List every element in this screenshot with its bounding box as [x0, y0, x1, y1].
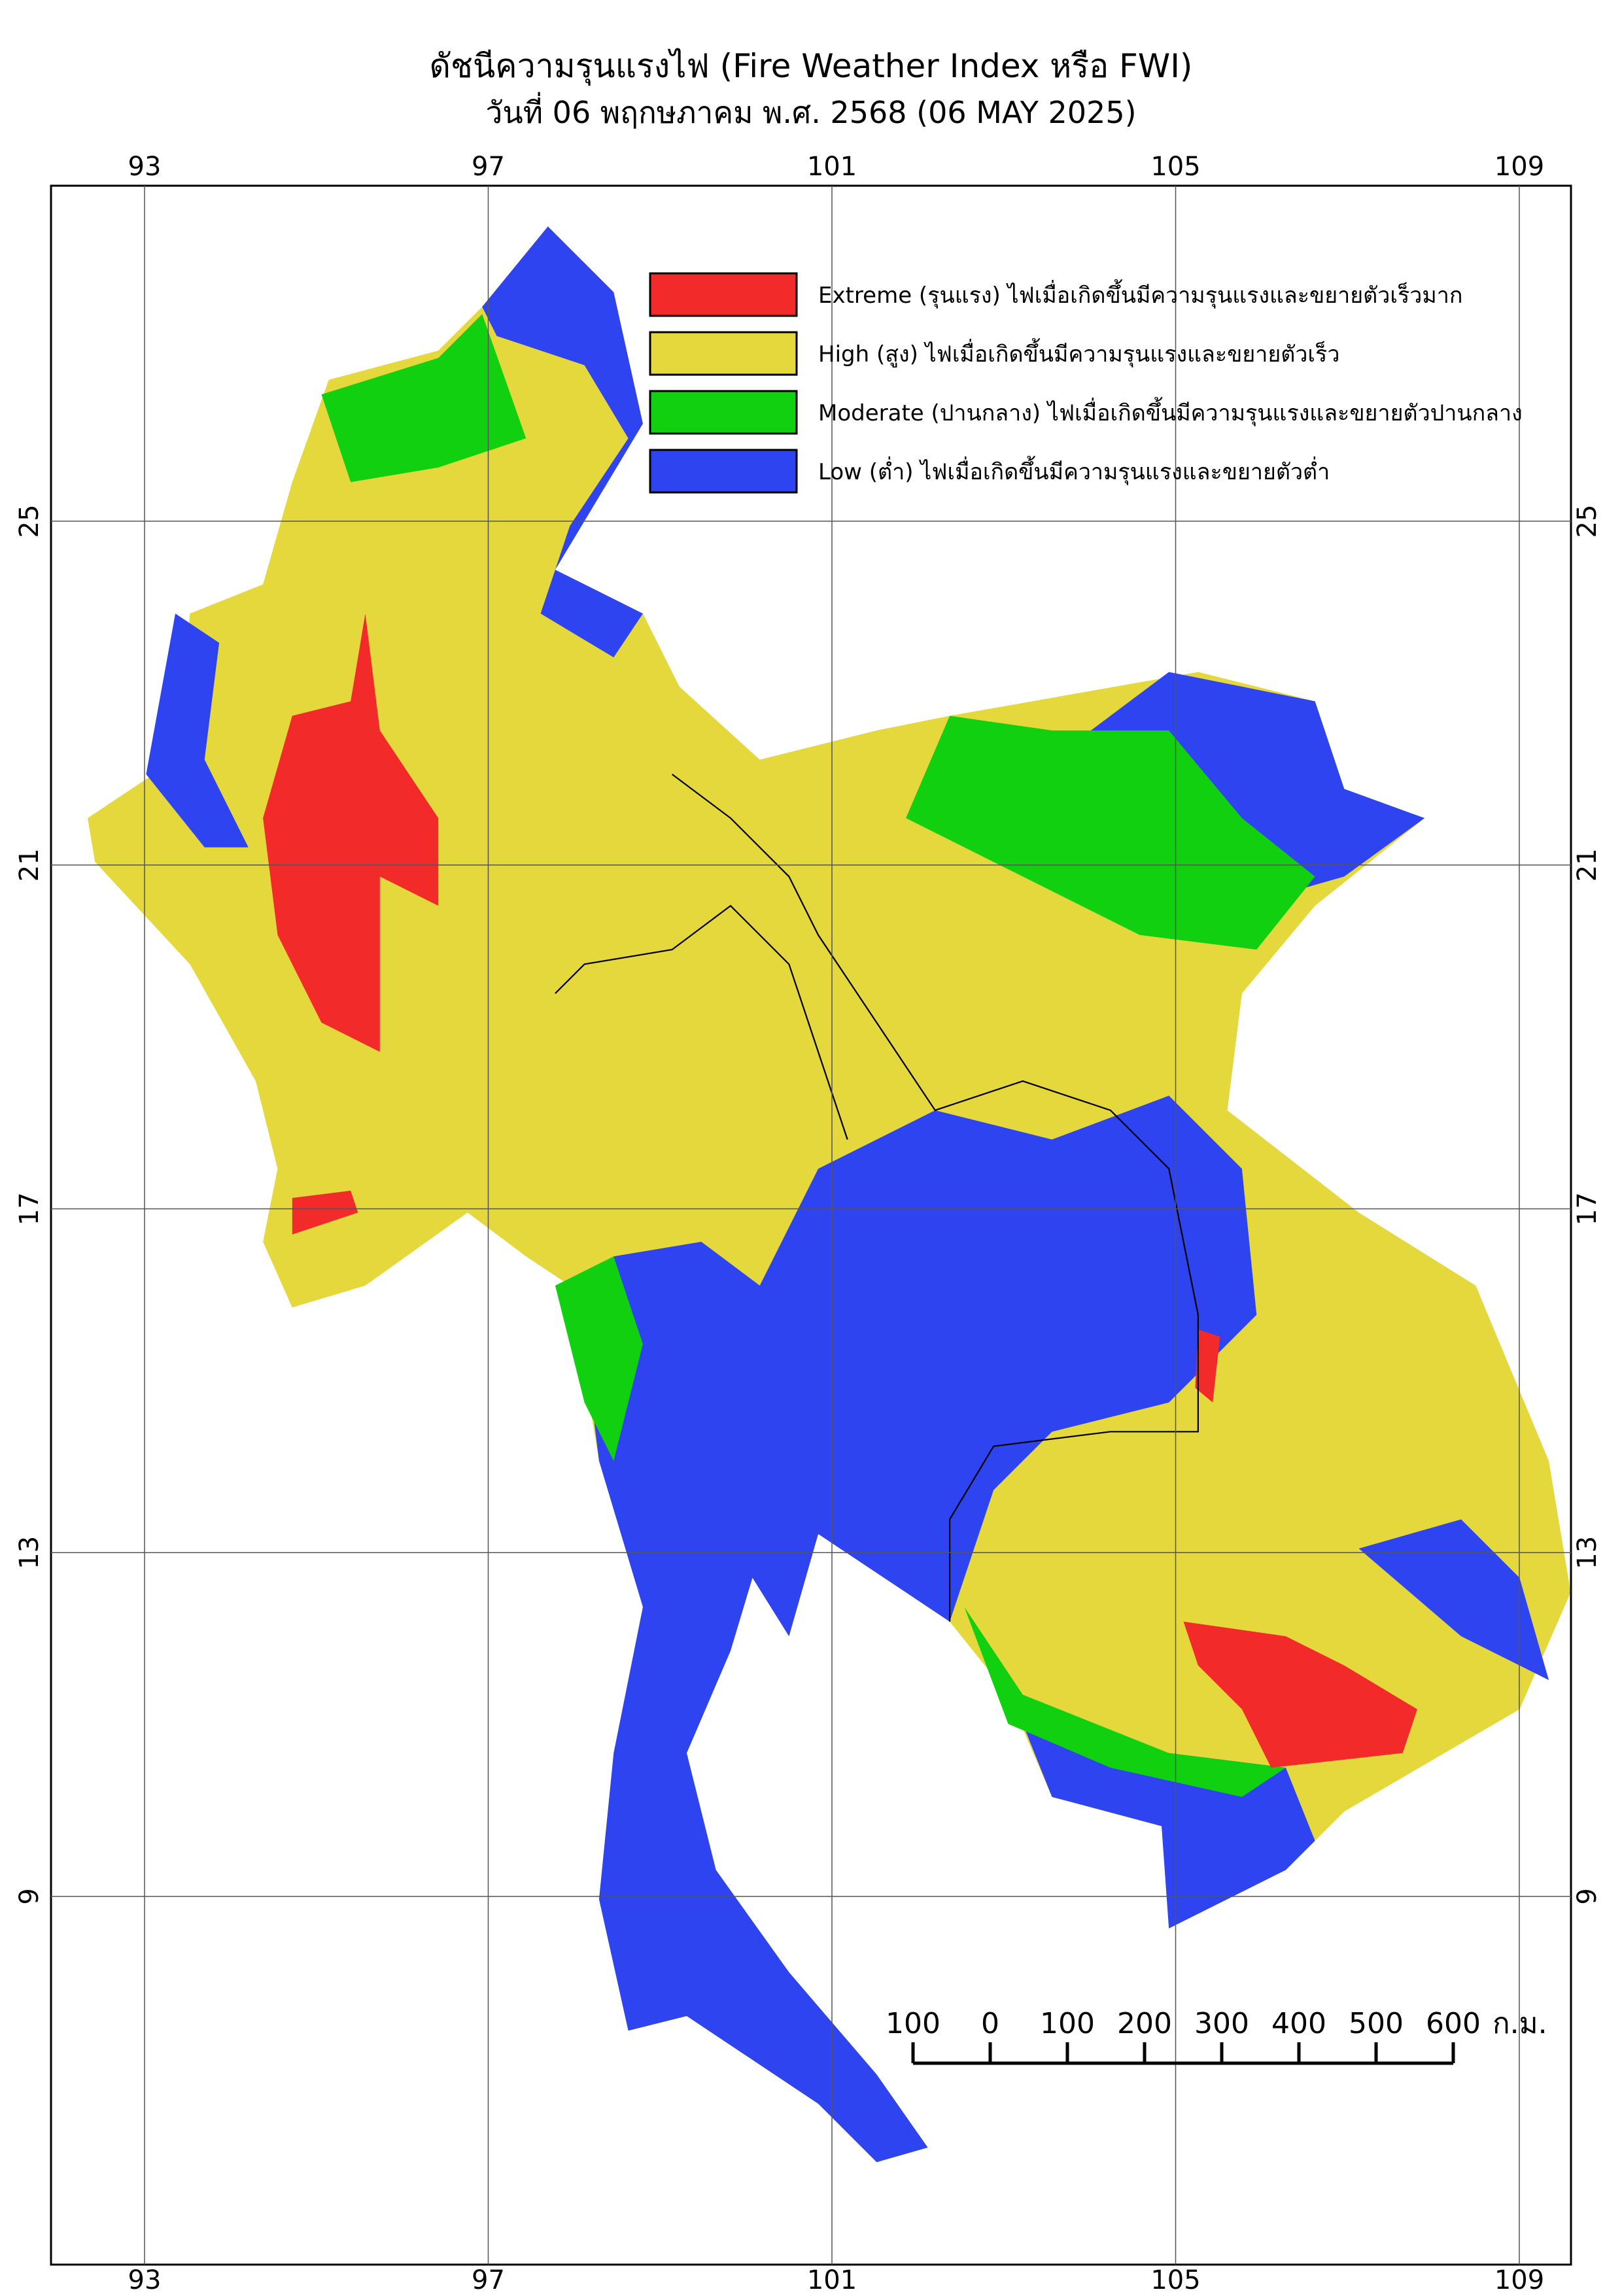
- legend-label: Low (ต่ำ) ไฟเมื่อเกิดขึ้นมีความรุนแรงและ…: [818, 456, 1330, 485]
- scale-label: 100: [1040, 2007, 1095, 2040]
- legend-label: Extreme (รุนแรง) ไฟเมื่อเกิดขึ้นมีความรุ…: [818, 279, 1462, 309]
- legend-swatch: [649, 390, 798, 435]
- latitude-label: 25: [14, 505, 44, 538]
- longitude-label: 97: [472, 2265, 505, 2293]
- longitude-label: 105: [1150, 152, 1200, 182]
- scale-label: 200: [1117, 2007, 1172, 2040]
- scale-label: 500: [1349, 2007, 1404, 2040]
- latitude-label: 13: [14, 1536, 44, 1569]
- longitude-label: 109: [1494, 152, 1544, 182]
- low-area: [146, 613, 249, 848]
- low-area: [584, 1095, 1257, 2163]
- scale-label: 400: [1271, 2007, 1326, 2040]
- legend-label: Moderate (ปานกลาง) ไฟเมื่อเกิดขึ้นมีความ…: [818, 397, 1523, 426]
- latitude-label: 9: [1572, 1888, 1602, 1904]
- moderate-area: [964, 1607, 1286, 1797]
- legend-swatch: [649, 331, 798, 376]
- latitude-label: 21: [14, 848, 44, 882]
- scale-label: 600: [1426, 2007, 1481, 2040]
- extreme-area: [1183, 1621, 1417, 1768]
- border: [555, 904, 848, 1140]
- extreme-area: [292, 1190, 358, 1235]
- scale-label: 0: [981, 2007, 999, 2040]
- graticule: 93 93 97 97 101 101 105 105 109 109 25 25 21 21 17 17 13…: [14, 152, 1602, 2295]
- low-area: [1358, 1519, 1549, 1681]
- scale-unit: ก.ม.: [1493, 2007, 1547, 2040]
- map-title: ดัชนีความรุนแรงไฟ (Fire Weather Index หร…: [430, 47, 1193, 86]
- land: [88, 226, 1571, 2163]
- longitude-label: 109: [1494, 2265, 1544, 2293]
- legend: Extreme (รุนแรง) ไฟเมื่อเกิดขึ้นมีความรุ…: [649, 272, 1523, 494]
- legend-swatch: [649, 272, 798, 317]
- longitude-label: 101: [807, 152, 857, 182]
- moderate-area: [555, 1256, 643, 1461]
- moderate-area: [906, 715, 1315, 950]
- latitude-label: 17: [1572, 1192, 1602, 1225]
- map-subtitle: วันที่ 06 พฤกษภาคม พ.ศ. 2568 (06 MAY 202…: [485, 92, 1136, 130]
- border: [671, 774, 1199, 1622]
- legend-swatch: [649, 449, 798, 494]
- longitude-label: 101: [807, 2265, 857, 2293]
- latitude-label: 13: [1572, 1536, 1602, 1569]
- low-area: [482, 226, 643, 658]
- longitude-label: 93: [128, 2265, 162, 2293]
- scale-label: 300: [1194, 2007, 1249, 2040]
- scale-label: 100: [886, 2007, 940, 2040]
- extreme-area: [1195, 1329, 1220, 1403]
- longitude-label: 105: [1150, 2265, 1200, 2293]
- legend-label: High (สูง) ไฟเมื่อเกิดขึ้นมีความรุนแรงแล…: [818, 338, 1339, 368]
- latitude-label: 25: [1572, 505, 1602, 538]
- scale-bar: 100 0 100 200 300 400 500 600 ก.ม.: [886, 2007, 1547, 2065]
- map-frame: [50, 184, 1572, 2266]
- longitude-label: 97: [472, 152, 505, 182]
- extreme-area: [263, 613, 439, 1052]
- latitude-label: 17: [14, 1192, 44, 1225]
- longitude-label: 93: [128, 152, 162, 182]
- latitude-label: 21: [1572, 848, 1602, 882]
- latitude-label: 9: [14, 1888, 44, 1904]
- moderate-area: [321, 314, 526, 483]
